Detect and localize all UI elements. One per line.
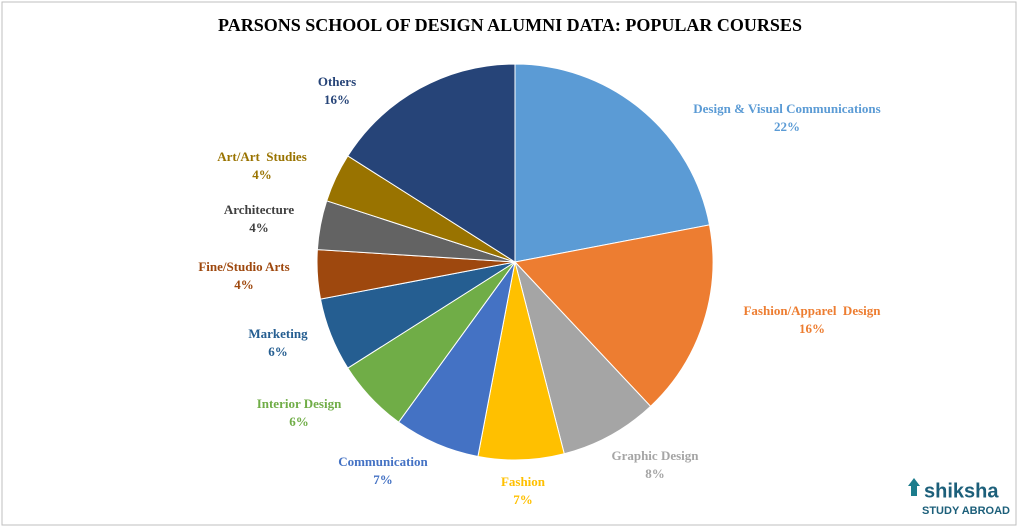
slice-label: Graphic Design xyxy=(611,448,699,463)
pie-slice xyxy=(514,63,711,263)
pie-slice xyxy=(347,63,516,263)
slice-label: Art/Art Studies xyxy=(217,149,307,164)
logo-name: shiksha xyxy=(924,480,999,502)
slice-label: Architecture xyxy=(224,202,294,217)
slice-value-label: 16% xyxy=(324,92,350,107)
pie-slice xyxy=(514,224,714,408)
slice-value-label: 7% xyxy=(373,472,393,487)
slice-value-label: 6% xyxy=(289,414,309,429)
slice-value-label: 6% xyxy=(268,344,288,359)
slice-label: Others xyxy=(318,74,356,89)
slice-value-label: 4% xyxy=(252,167,272,182)
slice-label: Marketing xyxy=(248,326,308,341)
slice-label: Fashion/Apparel Design xyxy=(743,303,881,318)
slice-label: Fashion xyxy=(501,474,546,489)
slice-value-label: 4% xyxy=(249,220,269,235)
slice-value-label: 7% xyxy=(513,492,533,507)
slice-value-label: 4% xyxy=(234,277,254,292)
pie-slice xyxy=(514,261,652,455)
slice-label: Design & Visual Communications xyxy=(693,101,880,116)
logo-icon xyxy=(908,478,920,496)
slice-label: Interior Design xyxy=(257,396,342,411)
slice-label: Communication xyxy=(338,454,428,469)
slice-value-label: 8% xyxy=(645,466,665,481)
slice-label: Fine/Studio Arts xyxy=(198,259,289,274)
slice-value-label: 22% xyxy=(774,119,800,134)
logo: shiksha STUDY ABROAD xyxy=(908,478,1010,517)
logo-tagline: STUDY ABROAD xyxy=(922,505,1010,517)
chart-title: PARSONS SCHOOL OF DESIGN ALUMNI DATA: PO… xyxy=(218,15,802,35)
slice-value-label: 16% xyxy=(799,321,825,336)
